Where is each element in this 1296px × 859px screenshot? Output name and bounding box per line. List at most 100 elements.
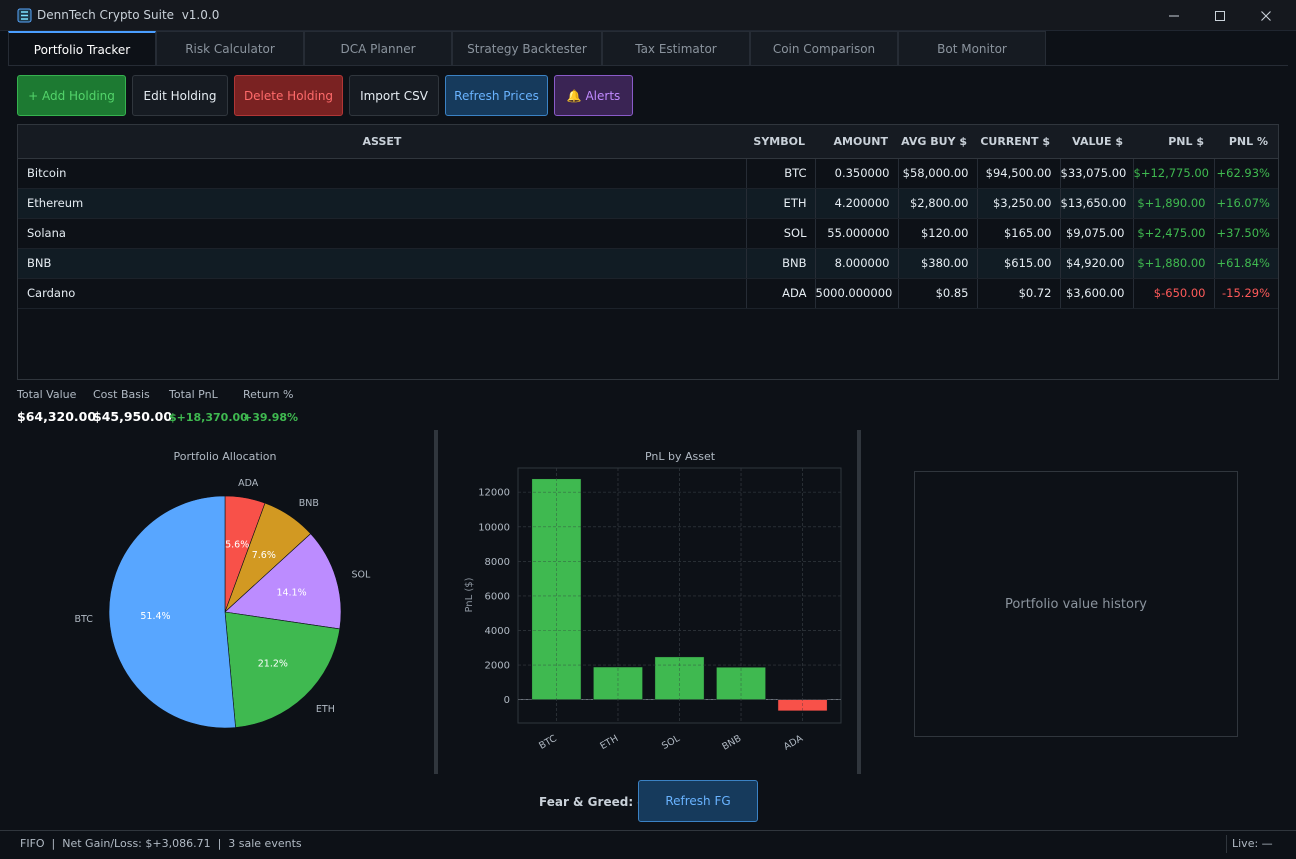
cell-pnl-pct: -15.29% — [1213, 278, 1278, 309]
maximize-icon — [1215, 10, 1225, 21]
import-csv-button[interactable]: Import CSV — [349, 75, 439, 116]
tab-bar: Portfolio Tracker Risk Calculator DCA Pl… — [8, 31, 1046, 66]
cell-amount: 55.000000 — [814, 218, 898, 249]
column-header-value[interactable]: VALUE $ — [1060, 125, 1133, 159]
tab-divider — [8, 65, 1288, 66]
column-header-asset[interactable]: ASSET — [18, 125, 746, 159]
refresh-fg-button[interactable]: Refresh FG — [638, 780, 758, 822]
cell-pnl: $+2,475.00 — [1132, 218, 1214, 249]
total-pnl-label: Total PnL — [169, 388, 218, 401]
column-header-avg-buy[interactable]: AVG BUY $ — [898, 125, 977, 159]
panel-divider[interactable] — [857, 430, 861, 774]
tab-coin-comparison[interactable]: Coin Comparison — [750, 31, 898, 66]
cell-asset: Ethereum — [18, 188, 746, 219]
panel-divider[interactable] — [434, 430, 438, 774]
tab-risk-calculator[interactable]: Risk Calculator — [156, 31, 304, 66]
holdings-table[interactable]: ASSET SYMBOL AMOUNT AVG BUY $ CURRENT $ … — [17, 124, 1279, 380]
return-label: Return % — [243, 388, 294, 401]
bar-y-tick-label: 12000 — [478, 488, 510, 499]
cell-pnl: $+1,880.00 — [1132, 248, 1214, 279]
cell-amount: 5000.000000 — [814, 278, 898, 309]
bar-x-tick-label: SOL — [660, 733, 682, 752]
bar-x-tick-label: BTC — [537, 733, 559, 752]
cell-asset: BNB — [18, 248, 746, 279]
table-row[interactable]: BNB BNB 8.000000 $380.00 $615.00 $4,920.… — [18, 248, 1278, 279]
maximize-button[interactable] — [1197, 0, 1243, 31]
cell-value: $9,075.00 — [1059, 218, 1133, 249]
tab-tax-estimator[interactable]: Tax Estimator — [602, 31, 750, 66]
pie-category-label-ada: ADA — [238, 478, 259, 489]
bar-y-tick-label: 0 — [504, 695, 510, 706]
cost-basis: $45,950.00 — [93, 409, 173, 424]
tab-strategy-backtester[interactable]: Strategy Backtester — [452, 31, 602, 66]
pnl-bar-chart: PnL by Asset PnL ($) 0 2000 4000 6000 8000 10… — [464, 450, 842, 753]
table-row[interactable]: Cardano ADA 5000.000000 $0.85 $0.72 $3,6… — [18, 278, 1278, 309]
pie-pct-label-bnb: 7.6% — [252, 550, 276, 561]
cell-symbol: SOL — [745, 218, 815, 249]
cell-symbol: BTC — [745, 158, 815, 189]
table-row[interactable]: Solana SOL 55.000000 $120.00 $165.00 $9,… — [18, 218, 1278, 249]
bar-chart-ylabel: PnL ($) — [464, 577, 475, 612]
pie-pct-label-ada: 5.6% — [225, 539, 249, 550]
pie-category-label-sol: SOL — [351, 569, 371, 580]
cell-asset: Solana — [18, 218, 746, 249]
pie-slice-eth — [224, 611, 341, 728]
bar-x-tick-label: BNB — [720, 733, 743, 753]
close-icon — [1261, 10, 1271, 21]
add-holding-button[interactable]: + Add Holding — [17, 75, 126, 116]
column-header-amount[interactable]: AMOUNT — [815, 125, 898, 159]
cell-pnl-pct: +16.07% — [1213, 188, 1278, 219]
close-button[interactable] — [1243, 0, 1289, 31]
bar-y-tick-label: 10000 — [478, 522, 510, 533]
column-header-current[interactable]: CURRENT $ — [977, 125, 1060, 159]
live-indicator: Live: — — [1226, 835, 1273, 853]
cell-current: $615.00 — [976, 248, 1060, 279]
pie-pct-label-btc: 51.4% — [140, 611, 170, 622]
app-logo-icon — [17, 8, 32, 23]
pie-chart-title: Portfolio Allocation — [174, 450, 277, 463]
cell-value: $13,650.00 — [1059, 188, 1133, 219]
tab-portfolio-tracker[interactable]: Portfolio Tracker — [8, 31, 156, 66]
tab-bot-monitor[interactable]: Bot Monitor — [898, 31, 1046, 66]
table-row[interactable]: Ethereum ETH 4.200000 $2,800.00 $3,250.0… — [18, 188, 1278, 219]
cell-pnl-pct: +62.93% — [1213, 158, 1278, 189]
cell-asset: Cardano — [18, 278, 746, 309]
edit-holding-button[interactable]: Edit Holding — [132, 75, 228, 116]
cell-pnl: $+1,890.00 — [1132, 188, 1214, 219]
fear-greed-label: Fear & Greed: — — [539, 795, 650, 809]
cell-value: $3,600.00 — [1059, 278, 1133, 309]
table-header-row: ASSET SYMBOL AMOUNT AVG BUY $ CURRENT $ … — [18, 125, 1278, 159]
minimize-icon — [1169, 15, 1179, 16]
cell-avg-buy: $120.00 — [897, 218, 977, 249]
minimize-button[interactable] — [1151, 0, 1197, 31]
column-header-pnl-pct[interactable]: PNL % — [1214, 125, 1278, 159]
total-value-label: Total Value — [17, 388, 77, 401]
cell-symbol: ETH — [745, 188, 815, 219]
total-value: $64,320.00 — [17, 409, 97, 424]
pie-pct-label-eth: 21.2% — [258, 659, 288, 670]
alerts-button[interactable]: 🔔 Alerts — [554, 75, 633, 116]
bar-x-tick-label: ADA — [782, 733, 805, 753]
cell-symbol: BNB — [745, 248, 815, 279]
cell-avg-buy: $0.85 — [897, 278, 977, 309]
delete-holding-button[interactable]: Delete Holding — [234, 75, 343, 116]
cell-pnl: $-650.00 — [1132, 278, 1214, 309]
refresh-prices-button[interactable]: Refresh Prices — [445, 75, 548, 116]
window-title: DennTech Crypto Suite v1.0.0 — [37, 8, 220, 22]
column-header-symbol[interactable]: SYMBOL — [746, 125, 815, 159]
cell-pnl-pct: +61.84% — [1213, 248, 1278, 279]
return-pct: +39.98% — [243, 411, 299, 424]
bar-y-tick-label: 2000 — [485, 661, 510, 672]
cell-pnl: $+12,775.00 — [1132, 158, 1214, 189]
cell-current: $94,500.00 — [976, 158, 1060, 189]
pie-slice-btc — [108, 495, 236, 729]
portfolio-history-chart: Portfolio value history — [914, 471, 1238, 737]
table-row[interactable]: Bitcoin BTC 0.350000 $58,000.00 $94,500.… — [18, 158, 1278, 189]
cell-amount: 8.000000 — [814, 248, 898, 279]
tab-dca-planner[interactable]: DCA Planner — [304, 31, 452, 66]
column-header-pnl[interactable]: PNL $ — [1133, 125, 1214, 159]
pie-category-label-btc: BTC — [74, 614, 93, 625]
bar-y-tick-label: 6000 — [485, 591, 510, 602]
cell-value: $33,075.00 — [1059, 158, 1133, 189]
cell-current: $165.00 — [976, 218, 1060, 249]
